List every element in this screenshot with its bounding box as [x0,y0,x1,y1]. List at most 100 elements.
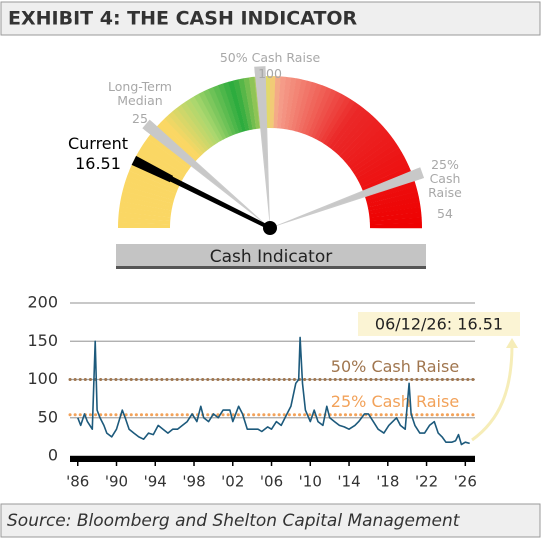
gauge-band [243,77,257,130]
gauge-band [356,152,405,182]
gauge-band [325,101,360,148]
gauge-band [336,115,376,157]
gauge-band [121,190,174,208]
marker-value: 54 [437,206,453,221]
gauge-band [233,79,250,131]
reference-label: 25% Cash Raise [331,392,459,411]
y-tick-label: 150 [27,331,58,350]
gauge-band [147,134,192,170]
gauge-band [328,105,364,150]
annotation-box [358,312,520,336]
gauge-band [198,91,227,140]
gauge-band [160,118,201,159]
title-bar [0,1,541,36]
gauge-band [125,175,177,198]
gauge-band [120,196,173,211]
x-tick-label: '86 [66,473,89,491]
gauge-band [194,93,224,142]
gauge-band [270,76,276,129]
gauge-band [322,99,356,146]
gauge-hub [263,221,277,235]
gauge-band [294,80,313,132]
gauge-band [341,122,384,162]
gauge-band [320,96,351,144]
gauge-band [366,186,418,204]
gauge-band [331,108,368,152]
current-needle-head [131,155,174,183]
gauge-band [290,79,308,132]
marker-needle-tip [326,167,425,209]
x-tick-label: '26 [454,473,477,491]
x-tick-label: '10 [299,473,322,491]
gauge-band [238,78,253,131]
gauge-band [369,212,422,222]
title: EXHIBIT 4: THE CASH INDICATOR [8,8,358,30]
gauge-band [313,91,342,140]
gauge-band [310,89,337,139]
gauge-band [143,138,190,173]
gauge-band [248,76,260,129]
gauge-band [138,147,186,178]
marker-needle-tip [254,66,267,169]
gauge-band [172,108,209,152]
marker-needle [254,68,270,228]
gauge-band [304,85,328,136]
gauge-band [367,196,420,211]
y-tick-label: 200 [27,293,58,312]
gauge-band [118,206,171,218]
marker-label: 50% Cash Raise [219,50,321,65]
gauge-band [367,191,419,208]
x-tick-label: '98 [182,473,205,491]
x-tick-label: '02 [221,473,244,491]
gauge-band [350,138,397,173]
marker-value: 100 [258,66,282,81]
annotation-arrow [471,344,514,442]
gauge-band [189,96,221,144]
gauge-band [287,78,302,131]
gauge-band [352,143,400,176]
gauge-band [339,118,380,159]
x-tick-label: '18 [376,473,399,491]
marker-needle-tip [142,119,225,190]
gauge-band [213,85,236,136]
gauge-band [208,86,233,137]
gauge-band [307,87,333,137]
gauge-band [283,77,297,130]
gauge-band [369,222,422,229]
gauge-band [127,170,178,194]
gauge-band [344,126,387,164]
gauge-band [118,217,171,225]
gauge-band [358,156,407,185]
gauge-band [228,80,246,132]
gauge-band [123,180,175,201]
gauge-band [176,104,212,150]
gauge-band [354,147,402,179]
gauge-band [129,165,179,191]
x-tick-label: '14 [337,473,360,491]
gauge-label-underline [116,266,426,269]
gauge-band [361,166,412,191]
current-label: Current [67,134,129,153]
marker-label: Long-Term Median [108,79,172,108]
gauge [118,66,425,235]
gauge-band [359,161,409,188]
current-value: 16.51 [75,154,121,173]
y-tick-label: 0 [48,446,58,465]
gauge-band [157,122,199,162]
marker-label: 25% Cash Raise [428,157,462,200]
annotation: 06/12/26: 16.51 [375,315,503,334]
gauge-band [180,101,215,148]
x-tick-label: '06 [260,473,283,491]
source: Source: Bloomberg and Shelton Capital Ma… [7,511,461,531]
gauge-band [369,206,422,218]
x-tick-label: '90 [105,473,128,491]
source-bar [0,503,541,538]
gauge-band [276,76,287,129]
gauge-band [223,81,243,133]
gauge-band [164,114,204,157]
gauge-band [185,98,218,146]
gauge-band [168,111,206,154]
gauge-band [135,151,184,182]
